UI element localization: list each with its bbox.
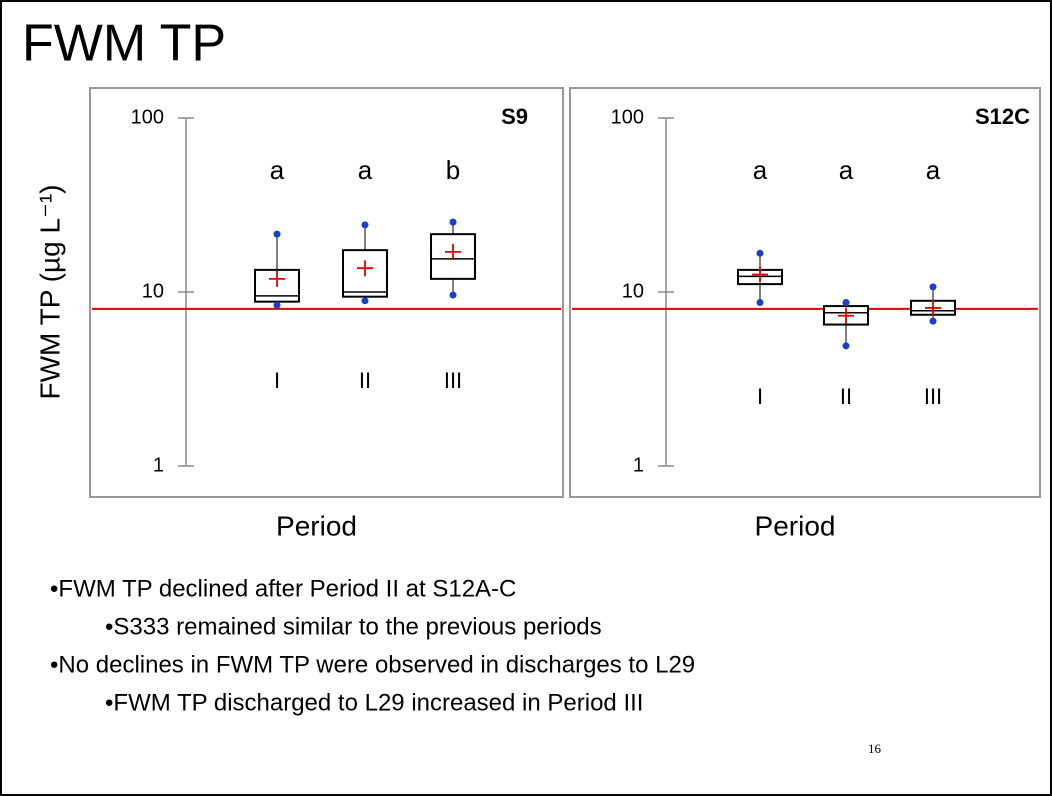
panel-border — [89, 87, 564, 498]
y-tick-label: 1 — [153, 454, 164, 476]
mean-marker — [445, 243, 461, 260]
chart-title: S9 — [501, 104, 528, 129]
min-point — [929, 317, 937, 325]
min-point — [361, 297, 369, 305]
chart-title: S12C — [975, 104, 1030, 129]
bullet: •No declines in FWM TP were observed in … — [50, 651, 695, 678]
max-point — [842, 299, 850, 307]
min-point — [842, 342, 850, 350]
group-letter: a — [358, 155, 373, 185]
max-point — [929, 283, 937, 291]
x-axis-label: Period — [276, 510, 357, 541]
mean-marker — [925, 299, 941, 316]
x-tick-label: II — [359, 368, 371, 393]
group-letter: a — [270, 155, 285, 185]
slide-title: FWM TP — [22, 15, 226, 73]
max-point — [449, 218, 457, 226]
mean-marker — [838, 307, 854, 324]
min-point — [273, 301, 281, 309]
y-tick-label: 1 — [633, 454, 644, 476]
mean-marker — [269, 270, 285, 287]
bullet: •FWM TP declined after Period II at S12A… — [50, 575, 516, 602]
x-tick-label: III — [444, 368, 462, 393]
panel-border — [569, 87, 1041, 498]
x-tick-label: III — [924, 384, 942, 409]
page-number: 16 — [868, 741, 882, 756]
x-tick-label: I — [757, 384, 763, 409]
group-letter: a — [926, 155, 941, 185]
max-point — [756, 249, 764, 257]
group-letter: b — [446, 155, 460, 185]
mean-marker — [357, 260, 373, 277]
y-axis-label: FWM TP (µg L⁻¹) — [34, 185, 65, 400]
y-tick-label: 100 — [611, 106, 644, 128]
y-tick-label: 10 — [142, 280, 164, 302]
box — [430, 233, 476, 280]
y-tick-label: 100 — [131, 106, 164, 128]
mean-marker — [752, 266, 768, 283]
x-tick-label: I — [274, 368, 280, 393]
max-point — [361, 221, 369, 229]
x-tick-label: II — [840, 384, 852, 409]
bullet: •S333 remained similar to the previous p… — [105, 613, 602, 640]
min-point — [449, 291, 457, 299]
y-tick-label: 10 — [622, 280, 644, 302]
bullet: •FWM TP discharged to L29 increased in P… — [105, 689, 643, 716]
max-point — [273, 230, 281, 238]
group-letter: a — [839, 155, 854, 185]
x-axis-label: Period — [755, 510, 836, 541]
group-letter: a — [753, 155, 768, 185]
min-point — [756, 299, 764, 307]
